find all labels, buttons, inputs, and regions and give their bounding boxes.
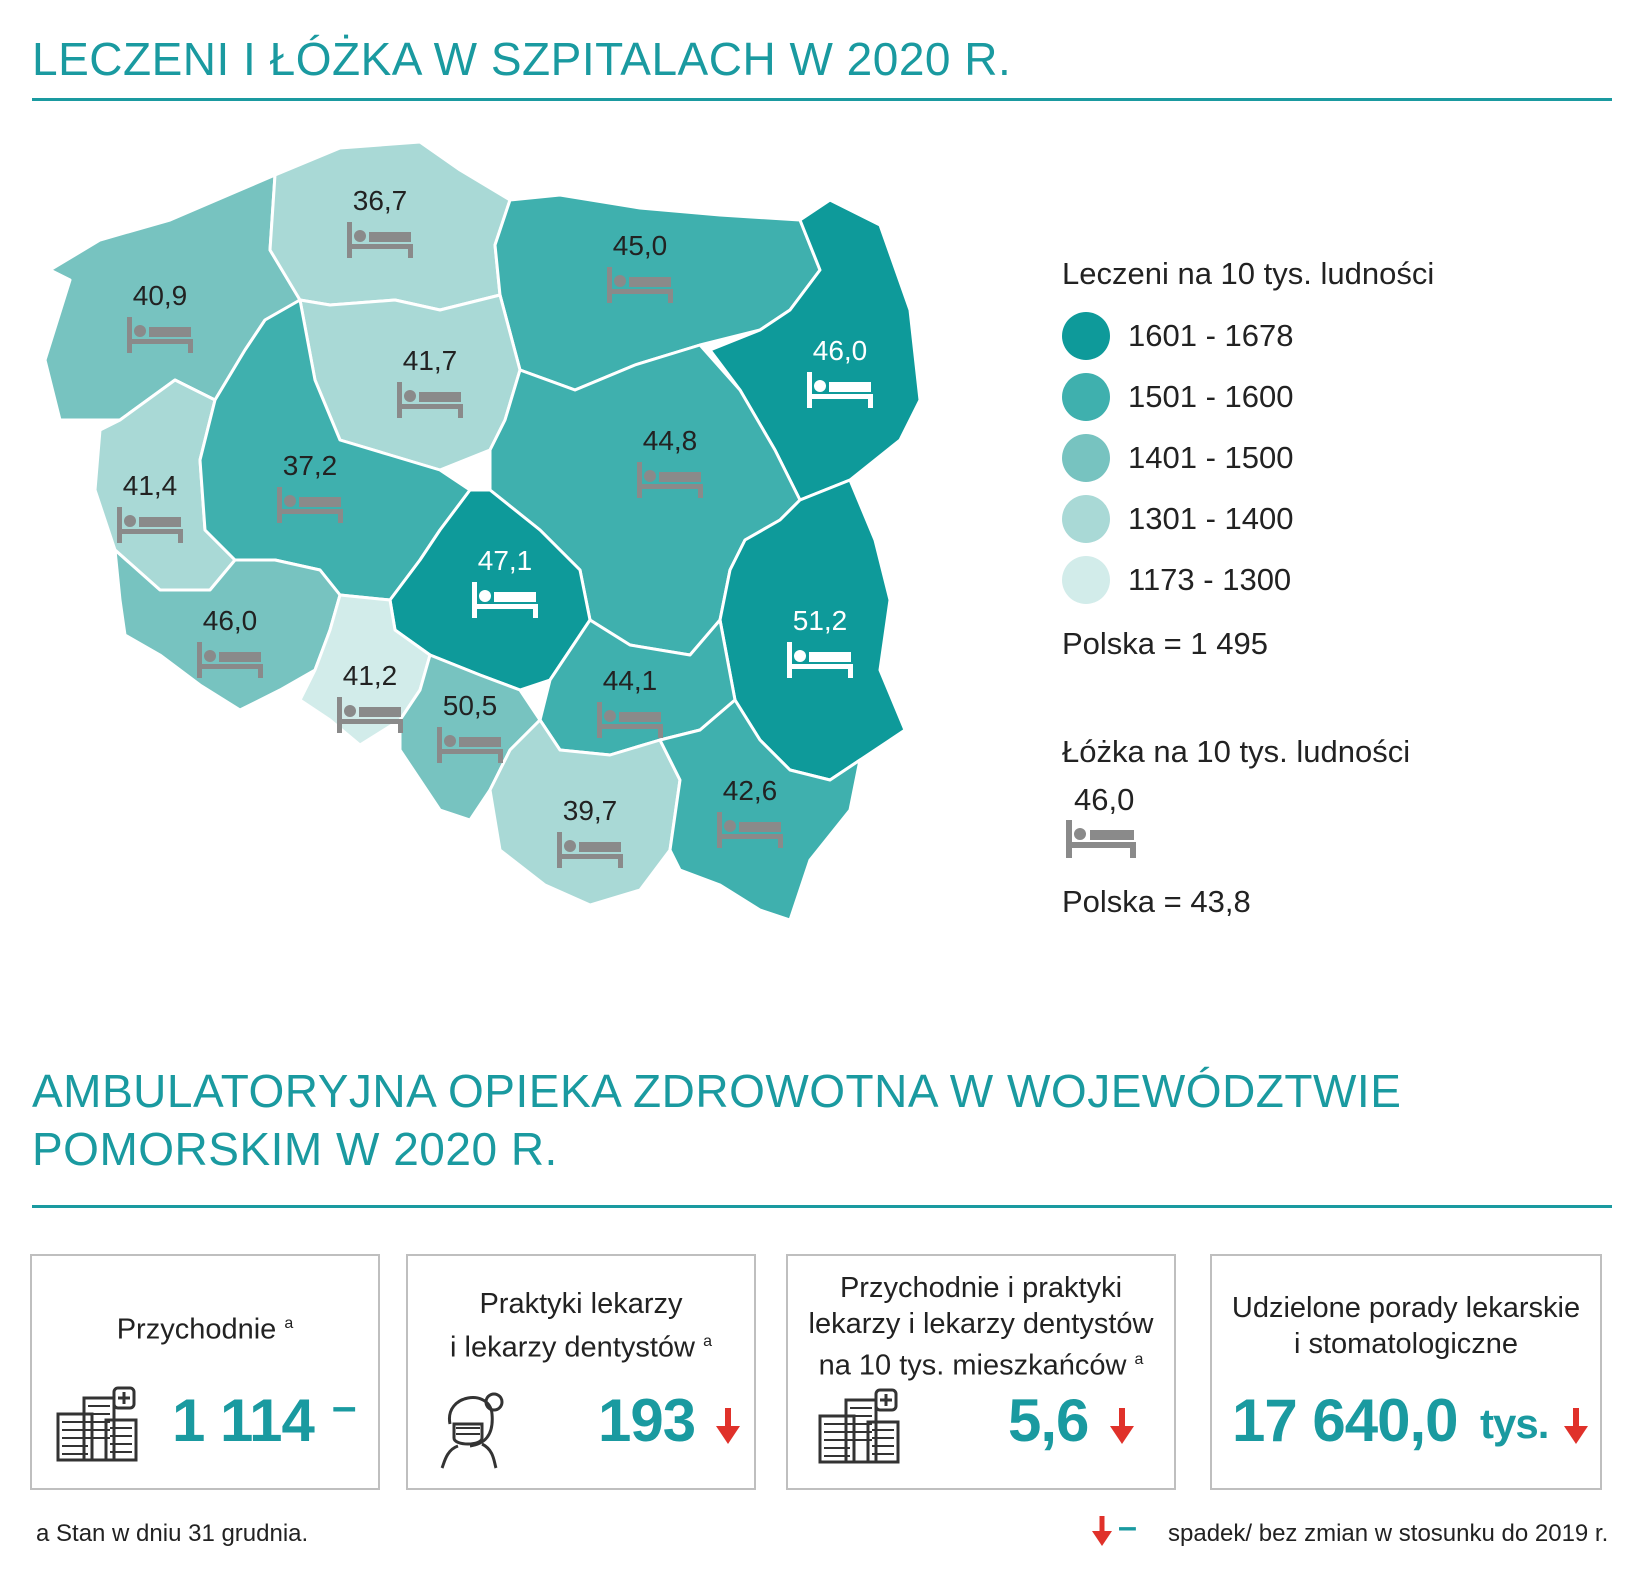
section-title: AMBULATORYJNA OPIEKA ZDROWOTNA W WOJEWÓD… xyxy=(32,1065,1402,1175)
bed-icon xyxy=(637,462,703,498)
legend-class-1: 1601 - 1678 xyxy=(1062,312,1293,360)
stat-box-consultations: Udzielone porady lekarskie i stomatologi… xyxy=(1210,1254,1602,1490)
stat-label-line-1: Praktyki lekarzy xyxy=(479,1288,683,1320)
legend-swatch xyxy=(1062,312,1110,360)
stat-label-line-3: na 10 tys. mieszkańców a xyxy=(818,1349,1144,1382)
legend-class-2: 1501 - 1600 xyxy=(1062,373,1293,421)
region-beds-value: 45,0 xyxy=(613,230,668,261)
bed-icon xyxy=(437,727,503,763)
region-beds-value: 42,6 xyxy=(723,775,778,806)
legend-class-label: 1401 - 1500 xyxy=(1128,440,1294,475)
legend-swatch xyxy=(1062,373,1110,421)
legend-swatch xyxy=(1062,434,1110,482)
region-beds-value: 40,9 xyxy=(133,280,188,311)
bed-icon xyxy=(472,582,538,618)
decrease-arrow-icon xyxy=(716,1408,740,1444)
legend-beds-poland: Polska = 43,8 xyxy=(1062,884,1251,919)
region-pomorskie xyxy=(268,140,512,312)
legend-class-label: 1173 - 1300 xyxy=(1128,562,1292,597)
bed-icon xyxy=(277,487,343,523)
stat-label-line-1: Przychodnie i praktyki xyxy=(839,1272,1123,1304)
no-change-dash: – xyxy=(1118,1508,1137,1546)
bed-icon xyxy=(717,812,783,848)
stat-box-clinics: Przychodnie a 1 114 – xyxy=(30,1254,380,1490)
bed-icon xyxy=(337,697,403,733)
stat-label-line-2: lekarzy i lekarzy dentystów xyxy=(808,1308,1154,1340)
footnote-a: a Stan w dniu 31 grudnia. xyxy=(36,1520,309,1547)
legend-treated-poland: Polska = 1 495 xyxy=(1062,626,1268,661)
legend-beds-example-value: 46,0 xyxy=(1074,782,1135,817)
bed-icon xyxy=(787,642,853,678)
stat-label: Przychodnie a xyxy=(116,1313,294,1346)
region-beds-value: 50,5 xyxy=(443,690,498,721)
region-beds-value: 41,4 xyxy=(123,470,178,501)
bed-icon xyxy=(607,267,673,303)
stat-label-line-1: Udzielone porady lekarskie xyxy=(1231,1292,1581,1324)
stat-box-practices: Praktyki lekarzy i lekarzy dentystów a 1… xyxy=(406,1254,756,1490)
clinic-building-icon xyxy=(56,1386,138,1462)
legend-class-4: 1301 - 1400 xyxy=(1062,495,1293,543)
bed-icon xyxy=(347,222,413,258)
legend-treated-title: Leczeni na 10 tys. ludności xyxy=(1062,256,1435,291)
legend-class-label: 1501 - 1600 xyxy=(1128,379,1294,414)
region-beds-value: 37,2 xyxy=(283,450,338,481)
region-beds-value: 39,7 xyxy=(563,795,618,826)
stat-unit: tys. xyxy=(1480,1400,1549,1447)
legend-class-3: 1401 - 1500 xyxy=(1062,434,1293,482)
bed-icon xyxy=(197,642,263,678)
legend-class-label: 1601 - 1678 xyxy=(1128,318,1294,353)
bed-icon xyxy=(117,507,183,543)
decrease-arrow-icon xyxy=(1564,1408,1588,1444)
bed-icon xyxy=(557,832,623,868)
bed-icon xyxy=(397,382,463,418)
stat-value: 17 640,0 xyxy=(1232,1387,1459,1454)
region-beds-value: 41,7 xyxy=(403,345,458,376)
stat-value: 193 xyxy=(598,1387,696,1454)
stat-label-line-2: i stomatologiczne xyxy=(1293,1328,1519,1360)
region-beds-value: 46,0 xyxy=(813,335,868,366)
decrease-arrow-icon xyxy=(1092,1516,1112,1546)
title-underline xyxy=(32,98,1612,101)
stat-label-line-2: i lekarzy dentystów a xyxy=(450,1331,712,1364)
bed-icon xyxy=(807,372,873,408)
legend-class-label: 1301 - 1400 xyxy=(1128,501,1294,536)
region-beds-value: 36,7 xyxy=(353,185,408,216)
region-beds-value: 46,0 xyxy=(203,605,258,636)
bed-icon xyxy=(597,702,663,738)
stat-box-per-10k: Przychodnie i praktyki lekarzy i lekarzy… xyxy=(786,1254,1176,1490)
legend-beds-title: Łóżka na 10 tys. ludności xyxy=(1062,734,1411,769)
bed-icon xyxy=(1066,820,1136,858)
footnote-change-legend: spadek/ bez zmian w stosunku do 2019 r. xyxy=(1168,1520,1609,1547)
legend-swatch xyxy=(1062,556,1110,604)
stat-value: 5,6 xyxy=(1008,1387,1089,1454)
bed-icon xyxy=(127,317,193,353)
no-change-dash: – xyxy=(332,1382,357,1431)
section-underline xyxy=(32,1205,1612,1208)
poland-voivodeship-map: 40,9 36,7 45,0 46,0 41,7 41,4 37,2 44,8 47,1 51,2… xyxy=(43,140,922,922)
map-title: LECZENI I ŁÓŻKA W SZPITALACH W 2020 R. xyxy=(32,33,1012,85)
region-beds-value: 47,1 xyxy=(478,545,533,576)
region-beds-value: 51,2 xyxy=(793,605,848,636)
stat-value: 1 114 xyxy=(172,1387,315,1454)
clinic-building-icon xyxy=(818,1388,900,1464)
region-beds-value: 41,2 xyxy=(343,660,398,691)
region-beds-value: 44,1 xyxy=(603,665,658,696)
region-podkarpackie xyxy=(658,698,862,922)
legend-class-5: 1173 - 1300 xyxy=(1062,556,1291,604)
decrease-arrow-icon xyxy=(1110,1408,1134,1444)
doctor-mask-icon xyxy=(440,1392,504,1469)
region-beds-value: 44,8 xyxy=(643,425,698,456)
legend-swatch xyxy=(1062,495,1110,543)
